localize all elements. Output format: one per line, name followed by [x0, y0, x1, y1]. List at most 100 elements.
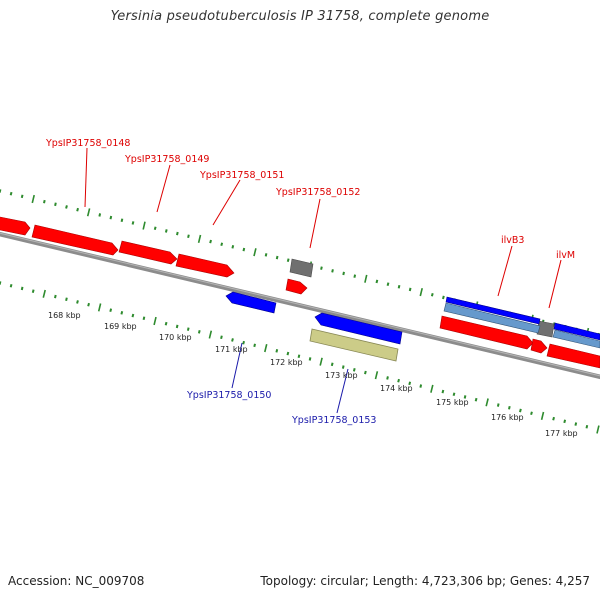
genome-title: Yersinia pseudotuberculosis IP 31758, co… [110, 9, 490, 24]
gene-arrow-ilvM-rev[interactable] [553, 322, 600, 341]
misc-feature-0153[interactable] [309, 328, 399, 362]
major-tick [142, 221, 146, 230]
minor-tick [197, 330, 201, 334]
major-tick [253, 248, 257, 257]
minor-tick [275, 349, 279, 353]
minor-tick [20, 286, 24, 291]
gene-arrow-0152[interactable] [285, 278, 308, 295]
minor-tick [463, 395, 467, 399]
minor-tick [65, 297, 68, 302]
minor-tick [353, 274, 357, 278]
tick-label-173: 173 kbp [325, 371, 358, 380]
rna-features [289, 258, 555, 338]
minor-tick [330, 362, 334, 367]
minor-tick [441, 389, 445, 394]
minor-tick [585, 424, 589, 429]
tick-label-171: 171 kbp [215, 345, 248, 354]
inner-tick-marks [0, 281, 600, 434]
minor-tick [364, 370, 367, 375]
rna-feature-0152[interactable] [289, 258, 314, 278]
label-ilvB3[interactable]: ilvB3 [501, 235, 524, 246]
minor-tick [508, 405, 511, 410]
label-0152[interactable]: YpsIP31758_0152 [275, 187, 360, 198]
minor-tick [386, 282, 390, 286]
minor-tick [552, 416, 555, 421]
minor-tick [120, 311, 124, 315]
gene-arrow-ilvB3[interactable] [439, 315, 534, 350]
minor-tick [264, 253, 268, 257]
minor-tick [308, 357, 312, 361]
minor-tick [176, 231, 179, 236]
label-0153[interactable]: YpsIP31758_0153 [291, 415, 376, 426]
minor-tick [442, 295, 445, 300]
gene-arrow-ilvB3-rev[interactable] [445, 296, 541, 325]
gene-arrow-0147[interactable] [0, 216, 31, 236]
label-ilvM[interactable]: ilvM [556, 250, 575, 261]
minor-tick [9, 283, 13, 288]
minor-tick [231, 245, 235, 249]
major-tick [485, 398, 489, 407]
major-tick [264, 344, 268, 353]
position-tick-labels: 168 kbp 169 kbp 170 kbp 171 kbp 172 kbp … [48, 311, 578, 438]
tick-label-177: 177 kbp [545, 429, 578, 438]
major-tick [430, 384, 434, 393]
minor-tick [352, 368, 356, 372]
major-tick [197, 234, 202, 243]
label-0151[interactable]: YpsIP31758_0151 [199, 170, 284, 181]
cds-feature-ilvB3[interactable] [443, 302, 541, 334]
major-tick [364, 274, 368, 283]
minor-tick [397, 284, 401, 289]
minor-tick [496, 403, 500, 407]
tick-label-172: 172 kbp [270, 358, 303, 367]
major-tick [208, 330, 213, 339]
minor-tick [164, 321, 168, 326]
gene-arrow-small[interactable] [530, 338, 548, 354]
label-0148[interactable]: YpsIP31758_0148 [45, 138, 130, 149]
minor-tick [109, 215, 113, 220]
minor-tick [386, 376, 389, 380]
minor-tick [20, 194, 24, 199]
minor-tick [153, 226, 157, 231]
minor-tick [320, 266, 323, 270]
gene-arrow-ilvM[interactable] [546, 343, 600, 369]
gene-arrow-0151[interactable] [175, 253, 235, 278]
forward-label-leaders [84, 147, 562, 309]
gene-arrow-0148[interactable] [31, 224, 119, 256]
minor-tick [297, 354, 301, 359]
gene-arrow-0153[interactable] [314, 312, 403, 345]
major-tick [42, 289, 46, 298]
minor-tick [87, 302, 90, 307]
gene-arrow-0149[interactable] [118, 240, 178, 265]
genome-backbone [0, 231, 600, 380]
minor-tick [65, 205, 68, 209]
minor-tick [331, 269, 334, 273]
minor-tick [131, 221, 135, 225]
rna-feature-ilv[interactable] [536, 320, 555, 338]
forward-genes [0, 216, 600, 369]
minor-tick [54, 294, 57, 299]
minor-tick [452, 392, 456, 397]
major-tick [97, 303, 102, 312]
minor-tick [142, 316, 146, 321]
major-tick [374, 371, 379, 380]
cds-feature-ilvM[interactable] [552, 329, 600, 349]
tick-label-168: 168 kbp [48, 311, 81, 320]
gene-arrow-0150[interactable] [225, 291, 277, 314]
minor-tick [408, 287, 412, 292]
minor-tick [397, 378, 400, 383]
minor-tick [164, 229, 168, 233]
major-tick [319, 357, 323, 366]
minor-tick [430, 292, 434, 297]
minor-tick [242, 340, 245, 345]
label-0150[interactable]: YpsIP31758_0150 [186, 390, 271, 401]
tick-label-176: 176 kbp [491, 413, 524, 422]
minor-tick [253, 343, 256, 348]
major-tick [153, 316, 157, 326]
reverse-label-leaders [231, 342, 349, 414]
minor-tick [408, 381, 412, 386]
minor-tick [98, 213, 102, 217]
label-0149[interactable]: YpsIP31758_0149 [124, 154, 209, 165]
major-tick [86, 208, 91, 217]
minor-tick [474, 397, 478, 402]
